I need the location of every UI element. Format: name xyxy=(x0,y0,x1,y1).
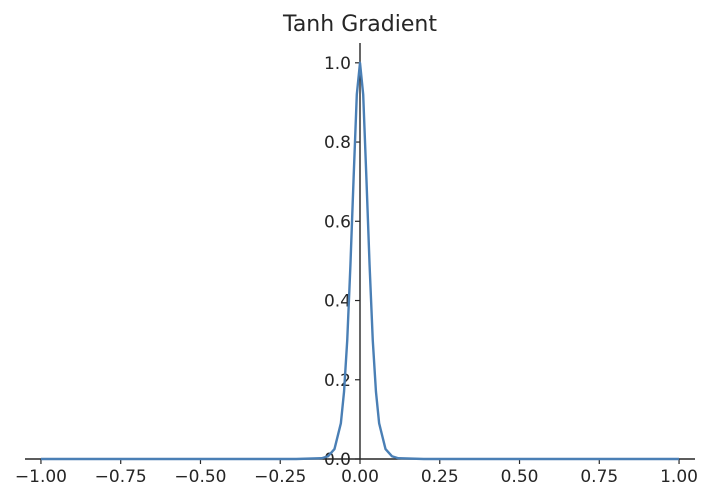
x-tick-label: 0.75 xyxy=(580,467,618,487)
y-tick-label: 0.2 xyxy=(324,371,351,391)
x-tick-label: 0.25 xyxy=(421,467,459,487)
chart-title: Tanh Gradient xyxy=(282,12,437,37)
x-tick-label: −1.00 xyxy=(15,467,67,487)
y-tick-label: 0.6 xyxy=(324,212,351,232)
x-tick-label: 0.00 xyxy=(341,467,379,487)
y-tick-label: 0.0 xyxy=(324,450,351,470)
x-tick-label: 1.00 xyxy=(660,467,698,487)
y-tick-label: 1.0 xyxy=(324,54,351,74)
series-group xyxy=(40,61,680,461)
x-tick-label: −0.75 xyxy=(95,467,147,487)
plot-area: −1.00 −0.75 −0.50 −0.25 0.00 0.25 0.50 0.75 1.00… xyxy=(15,43,698,487)
y-tick-label: 0.8 xyxy=(324,133,351,153)
y-tick-label: 0.4 xyxy=(324,292,351,312)
series-line xyxy=(40,61,680,461)
x-tick-label: −0.25 xyxy=(254,467,306,487)
x-axis-ticks: −1.00 −0.75 −0.50 −0.25 0.00 0.25 0.50 0.75 1.00 xyxy=(15,459,698,487)
x-tick-label: 0.50 xyxy=(501,467,539,487)
x-tick-label: −0.50 xyxy=(174,467,226,487)
